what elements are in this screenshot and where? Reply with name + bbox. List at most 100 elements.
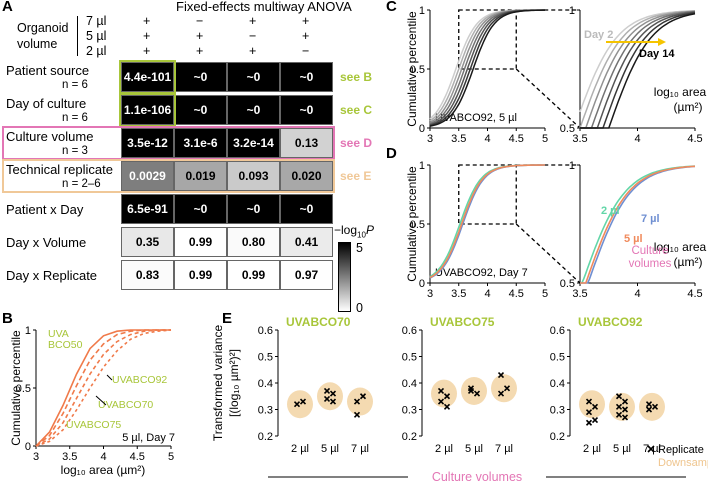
chart-c-series-line <box>429 9 545 124</box>
chart-e-downsample-cloud <box>579 390 605 419</box>
chart-e-legend-downsample: Downsample <box>658 457 708 469</box>
anova-cell: 0.99 <box>227 260 280 290</box>
chart-d-series-line <box>429 164 545 279</box>
chart-e-replicate-marker <box>503 385 511 392</box>
chart-c-zoom-x-tick-label: 3.5 <box>572 133 587 145</box>
colorbar-label-var: P <box>365 223 374 237</box>
chart-e-replicate-marker <box>585 398 593 405</box>
anova-cell: 0.99 <box>174 260 227 290</box>
chart-c-x-tick-label: 5 <box>542 133 548 145</box>
anova-cell: 0.0029 <box>121 161 174 191</box>
chart-d-annotation: UVABCO92, Day 7 <box>435 267 528 279</box>
chart-d-series-line <box>429 164 546 279</box>
anova-cell: ~0 <box>227 62 280 92</box>
chart-d-series-label: 2 µl <box>601 205 620 217</box>
colorbar-label-sub: 10 <box>357 230 366 240</box>
highlight-frame <box>2 159 335 193</box>
anova-cell: 0.13 <box>280 128 333 158</box>
chart-d-zoom-caption: Culture <box>631 245 668 257</box>
chart-e-replicate-marker <box>353 398 361 405</box>
organoid-divider <box>77 16 78 56</box>
chart-e-replicate-marker <box>585 409 593 416</box>
chart-c-zoom-series-line <box>580 11 696 129</box>
anova-row-n: n = 3 <box>62 145 88 157</box>
design-sign: + <box>196 29 204 43</box>
chart-d-x-tick-label: 4 <box>484 288 490 300</box>
anova-row-name: Technical replicate <box>6 162 113 177</box>
chart-e-downsample-cloud <box>431 379 457 408</box>
chart-e-xlabel: Culture volumes <box>432 470 522 484</box>
panel-label-a: A <box>2 0 13 15</box>
chart-e-replicate-marker <box>443 403 451 410</box>
chart-e-downsample-cloud <box>461 376 487 405</box>
chart-d-x-tick-label: 3.5 <box>451 288 466 300</box>
chart-e-replicate-marker <box>497 390 505 397</box>
chart-d-series-label: 5 µl <box>624 233 643 245</box>
anova-cell: 3.5e-12 <box>121 128 174 158</box>
chart-e-y-tick-label: 0.2 <box>402 431 417 443</box>
chart-c-arrow-start: Day 2 <box>584 29 613 41</box>
chart-e-legend-replicate: Replicate <box>658 444 704 456</box>
chart-e-downsample-cloud <box>317 382 343 411</box>
chart-e-downsample-cloud <box>609 392 635 421</box>
anova-cell: 3.2e-14 <box>227 128 280 158</box>
anova-row-name: Culture volume <box>6 129 94 144</box>
anova-cell: 0.020 <box>280 161 333 191</box>
chart-e-replicate-marker <box>615 403 623 410</box>
organoid-label: Organoid <box>17 21 69 35</box>
anova-cell: 6.5e-91 <box>121 194 174 224</box>
panel-label-b: B <box>2 310 13 327</box>
chart-d-zoom-x-tick-label: 4.5 <box>687 288 702 300</box>
chart-e-replicate-marker <box>323 387 331 395</box>
chart-e-replicate-marker <box>615 411 623 418</box>
chart-e-y-tick-label: 0.5 <box>258 352 273 364</box>
design-sign: + <box>143 29 151 43</box>
chart-c-series-line <box>429 9 545 125</box>
chart-e-replicate-marker <box>585 419 593 426</box>
chart-e-replicate-marker <box>621 414 629 421</box>
chart-b-y-tick-label: 0.5 <box>16 383 31 395</box>
colorbar-label-text: −log <box>334 223 358 237</box>
chart-d-series-label: 7 µl <box>641 213 660 225</box>
chart-e-replicate-marker <box>323 395 331 402</box>
chart-e-replicate-marker <box>645 401 653 408</box>
chart-b-leader <box>106 374 113 381</box>
chart-e-y-tick-label: 0.5 <box>402 352 417 364</box>
chart-e-replicate-marker <box>293 401 301 408</box>
chart-c-arrowhead <box>658 38 666 46</box>
chart-e-category-label: 2 µl <box>291 443 309 455</box>
vol-label-5: 5 µl <box>86 29 107 43</box>
chart-e-y-tick-label: 0.4 <box>402 378 417 390</box>
anova-cell: 4.4e-101 <box>121 62 174 92</box>
anova-cell: ~0 <box>174 95 227 125</box>
chart-c-series-line <box>429 9 545 120</box>
anova-cell: ~0 <box>280 95 333 125</box>
chart-c-arrow-end: Day 14 <box>639 48 675 60</box>
anova-cell: ~0 <box>280 194 333 224</box>
anova-cell: 0.80 <box>227 227 280 257</box>
chart-d-zoom-xlabel: log₁₀ area <box>654 240 707 254</box>
chart-b-leader <box>95 395 107 406</box>
chart-e-category-label: 7 µl <box>351 443 369 455</box>
chart-d-ylabel: Cumulative percentile <box>405 166 419 282</box>
chart-b-label: UVABCO92 <box>112 374 167 386</box>
chart-d-zoom-y-tick-label: 1 <box>569 160 575 172</box>
chart-e-y-tick-label: 0.6 <box>402 325 417 337</box>
chart-e-y-tick-label: 0.5 <box>550 352 565 364</box>
chart-b-x-tick-label: 3 <box>33 451 39 463</box>
chart-b-ylabel: Cumulative percentile <box>9 330 23 446</box>
chart-b-xlabel: log₁₀ area (µm²) <box>61 463 146 477</box>
anova-row-n: n = 2–6 <box>62 178 101 190</box>
design-sign: − <box>249 29 257 43</box>
design-sign: + <box>302 29 310 43</box>
chart-d-y-tick-label: 0 <box>419 278 425 290</box>
chart-e-y-tick-label: 0.2 <box>550 431 565 443</box>
vol-label-2: 2 µl <box>86 44 107 58</box>
chart-c-y-tick-label: 0.5 <box>410 64 425 76</box>
chart-e-y-tick-label: 0.6 <box>258 325 273 337</box>
anova-cell: 0.83 <box>121 260 174 290</box>
chart-e-replicate-marker <box>437 387 445 395</box>
chart-c-zoom-series-line <box>580 10 696 129</box>
chart-d-y-tick-label: 1 <box>419 160 425 172</box>
chart-c-x-tick-label: 3.5 <box>451 133 466 145</box>
